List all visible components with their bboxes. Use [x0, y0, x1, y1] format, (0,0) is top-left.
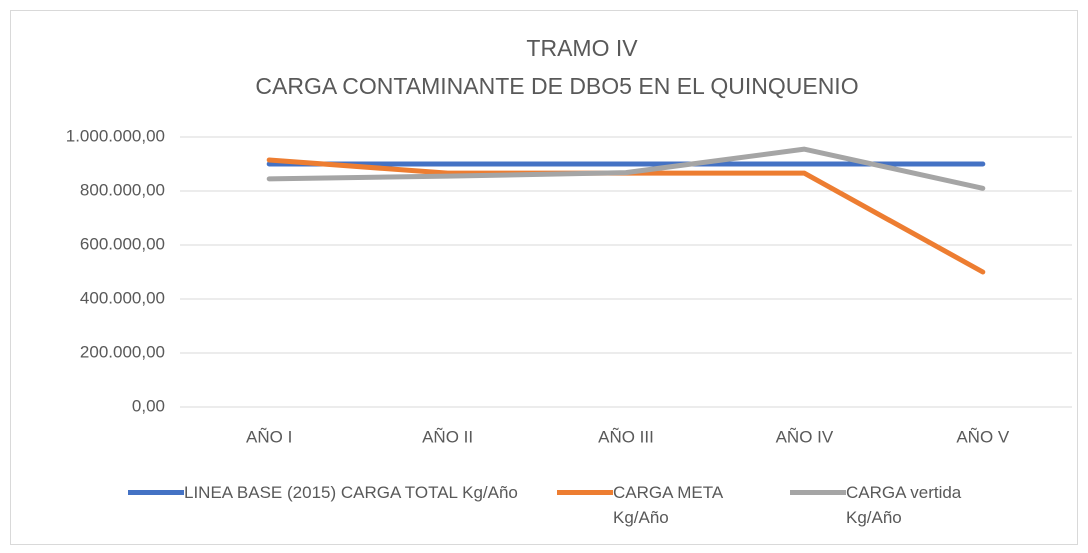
x-tick-label: AÑO IV: [776, 427, 834, 446]
legend-label: CARGA META Kg/Año: [613, 483, 723, 527]
legend-swatch: [557, 490, 613, 495]
y-tick-label: 0,00: [132, 396, 165, 415]
y-tick-label: 200.000,00: [80, 342, 165, 361]
legend-item: LINEA BASE (2015) CARGA TOTAL Kg/Año: [128, 480, 524, 505]
legend: LINEA BASE (2015) CARGA TOTAL Kg/Año CARG…: [0, 480, 1088, 550]
legend-item: CARGA META Kg/Año: [557, 480, 753, 530]
x-tick-label: AÑO I: [246, 427, 292, 446]
series-line: [266, 146, 986, 191]
legend-label: CARGA vertida Kg/Año: [846, 483, 962, 527]
chart-border: [10, 10, 1078, 545]
legend-swatch: [128, 490, 184, 495]
x-tick-label: AÑO V: [956, 427, 1010, 446]
x-tick-label: AÑO II: [422, 427, 473, 446]
x-tick-label: AÑO III: [598, 427, 654, 446]
chart-title: TRAMO IV: [526, 35, 638, 61]
legend-item: CARGA vertida Kg/Año: [790, 480, 986, 530]
legend-label: LINEA BASE (2015) CARGA TOTAL Kg/Año: [184, 483, 518, 502]
y-tick-label: 600.000,00: [80, 234, 165, 253]
legend-swatch: [790, 490, 846, 495]
y-tick-label: 800.000,00: [80, 180, 165, 199]
y-tick-label: 1.000.000,00: [66, 126, 165, 145]
y-tick-label: 400.000,00: [80, 288, 165, 307]
chart-subtitle: CARGA CONTAMINANTE DE DBO5 EN EL QUINQUE…: [255, 73, 858, 99]
